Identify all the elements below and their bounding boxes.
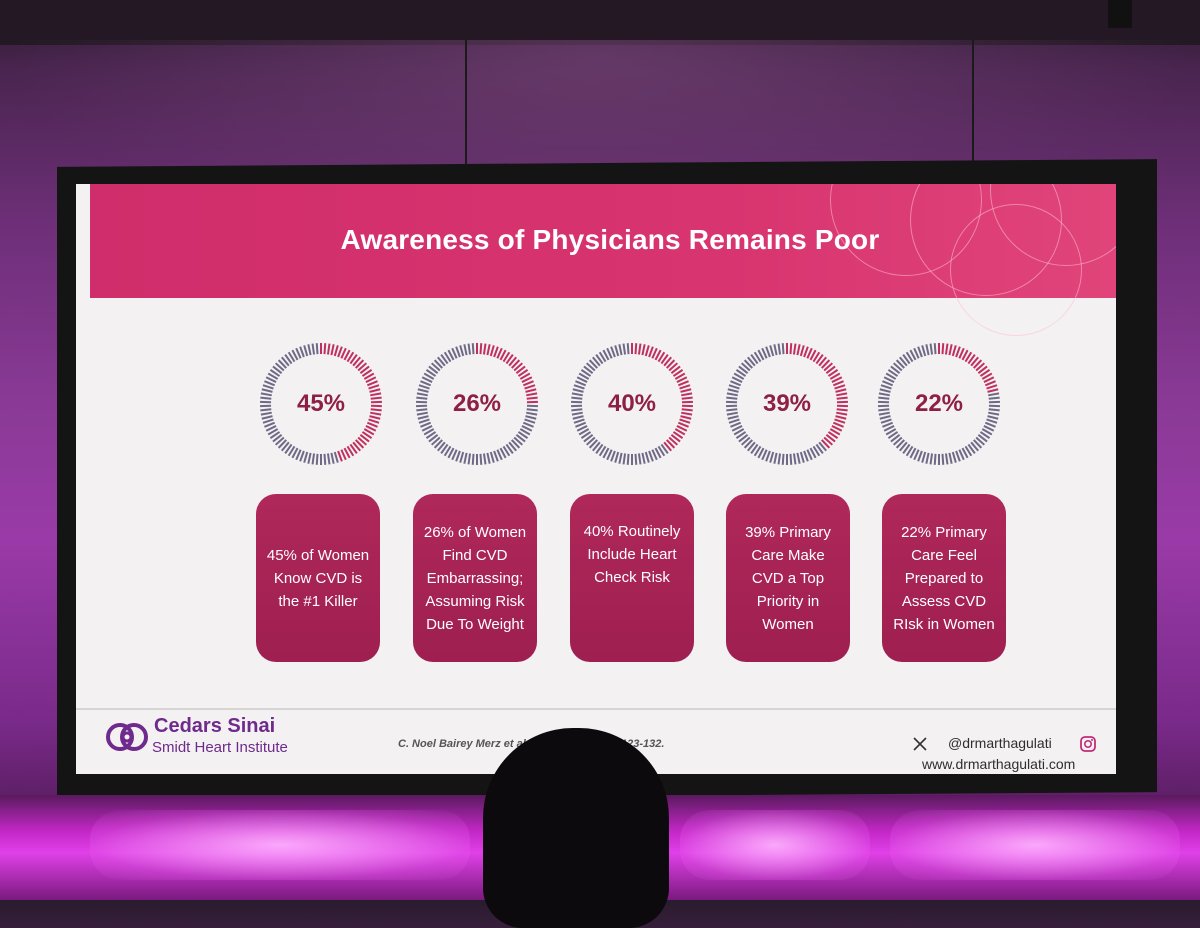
percent-ring: 39% [724, 341, 850, 467]
card-text-line: Care Make [745, 544, 831, 567]
social-handle: @drmarthagulati [948, 735, 1052, 751]
hanging-wire-right [972, 40, 974, 165]
percent-ring: 45% [258, 341, 384, 467]
card-text-line: RIsk in Women [893, 613, 994, 636]
card-text-line: 26% of Women [424, 521, 526, 544]
website-url: www.drmarthagulati.com [922, 756, 1075, 772]
percent-ring: 40% [569, 341, 695, 467]
logo-subtitle: Smidt Heart Institute [152, 739, 288, 756]
card-text-line: Assess CVD [893, 590, 994, 613]
stage-light-glow [680, 810, 870, 880]
ceiling-bracket [1108, 0, 1132, 28]
card-text-line: Include Heart [584, 543, 681, 566]
card-text-line: Embarrassing; [424, 567, 526, 590]
card-text-line: Women [745, 613, 831, 636]
presentation-slide: Awareness of Physicians Remains Poor 45%… [76, 184, 1116, 774]
percent-ring: 22% [876, 341, 1002, 467]
card-text-line: Due To Weight [424, 613, 526, 636]
slide-header: Awareness of Physicians Remains Poor [90, 184, 1116, 298]
card-text-line: Care Feel [893, 544, 994, 567]
card-text-line: 39% Primary [745, 521, 831, 544]
card-text-line: Prepared to [893, 567, 994, 590]
audience-member-silhouette [483, 728, 669, 928]
card-text-line: Find CVD [424, 544, 526, 567]
card-text-line: 40% Routinely [584, 520, 681, 543]
stage-light-glow [90, 810, 470, 880]
ceiling [0, 0, 1200, 45]
footer-divider [76, 708, 1116, 710]
percent-label: 39% [724, 341, 850, 467]
instagram-icon [1080, 736, 1096, 752]
card-text-line: Check Risk [584, 566, 681, 589]
percent-label: 40% [569, 341, 695, 467]
card-text-line: Know CVD is [267, 567, 369, 590]
card-text-line: Priority in [745, 590, 831, 613]
percent-label: 26% [414, 341, 540, 467]
logo-name: Cedars Sinai [154, 715, 275, 738]
cedars-sinai-logo-icon [104, 719, 152, 755]
card-text-line: 22% Primary [893, 521, 994, 544]
card-text-line: 45% of Women [267, 544, 369, 567]
percent-label: 45% [258, 341, 384, 467]
card-text-line: CVD a Top [745, 567, 831, 590]
stage-light-glow [890, 810, 1180, 880]
x-logo-icon [912, 736, 928, 752]
percent-ring: 26% [414, 341, 540, 467]
hanging-wire-left [465, 40, 467, 165]
percent-label: 22% [876, 341, 1002, 467]
citation-text: C. Noel Bairey Merz et al [398, 738, 526, 750]
card-text-line: the #1 Killer [267, 590, 369, 613]
card-text-line: Assuming Risk [424, 590, 526, 613]
slide-title: Awareness of Physicians Remains Poor [90, 224, 1116, 256]
